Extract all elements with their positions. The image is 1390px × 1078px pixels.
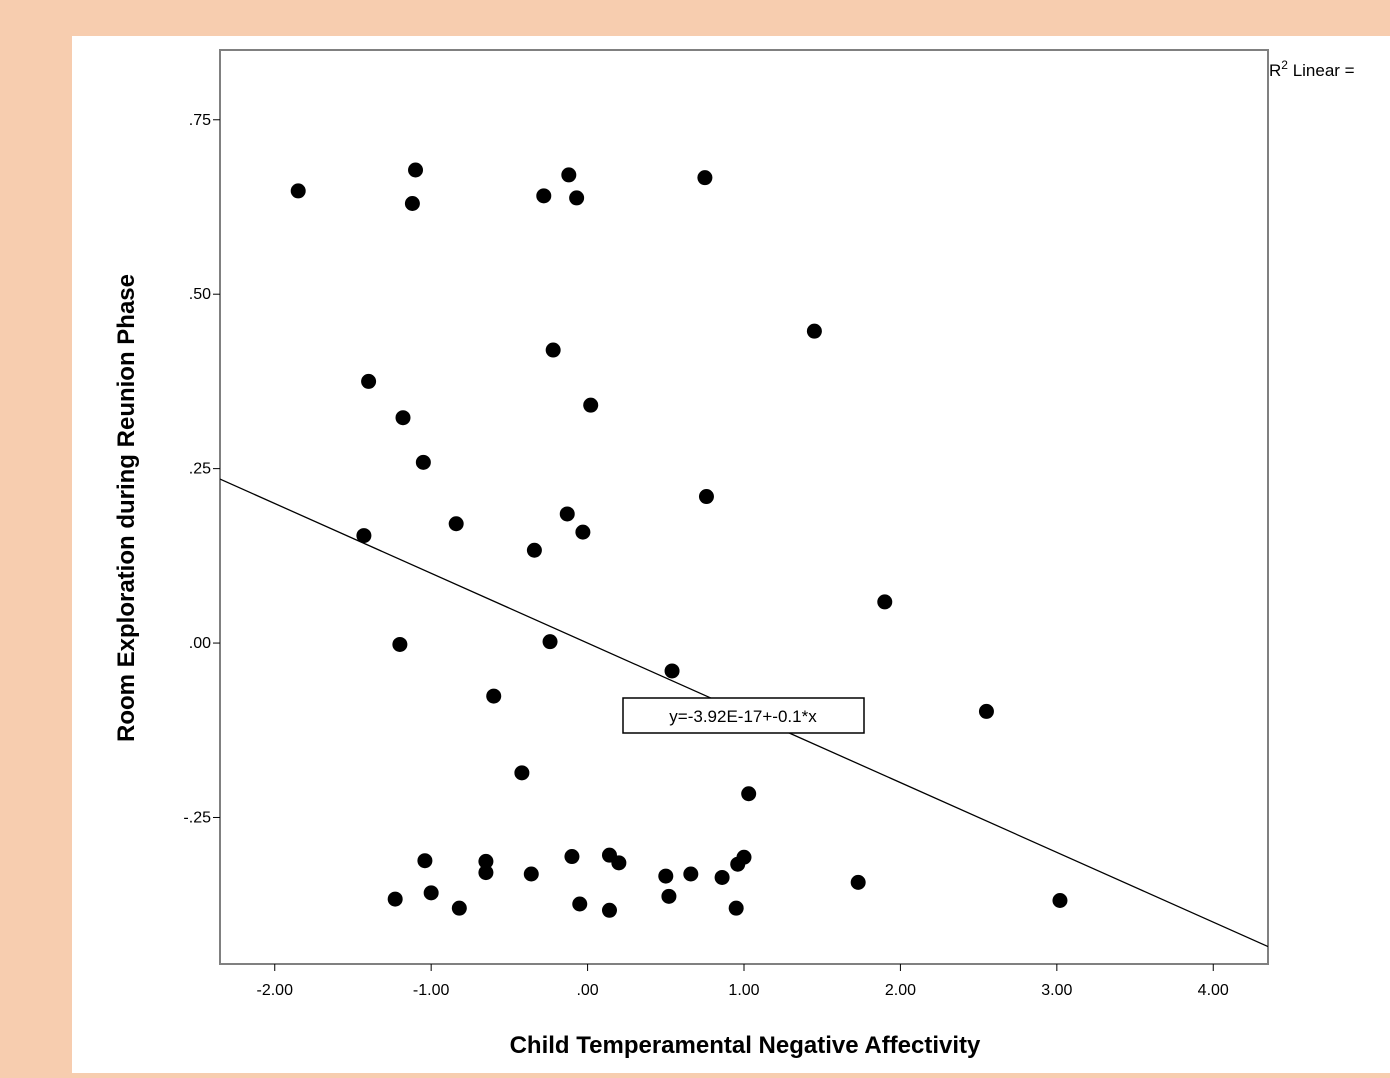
data-point bbox=[486, 688, 502, 704]
data-point bbox=[514, 765, 530, 781]
y-tick-label: .00 bbox=[189, 635, 211, 652]
data-point bbox=[664, 663, 680, 679]
fit-equation-box: y=-3.92E-17+-0.1*x bbox=[622, 697, 865, 734]
data-point bbox=[583, 397, 599, 413]
data-point bbox=[542, 634, 558, 650]
data-point bbox=[408, 162, 424, 178]
fit-equation-label: y=-3.92E-17+-0.1*x bbox=[669, 707, 817, 726]
scatter-plot: -2.00 -1.00 .00 1.00 2.00 3.00 4.00 -.25 .00 .25.… bbox=[113, 49, 1355, 1059]
x-tick-label: -2.00 bbox=[257, 982, 294, 999]
plot-area-frame bbox=[219, 49, 1269, 965]
y-tick-label: -.25 bbox=[183, 809, 211, 826]
data-point bbox=[423, 885, 439, 901]
data-point bbox=[448, 516, 464, 532]
data-point bbox=[545, 342, 561, 358]
y-axis-title: Room Exploration during Reunion Phase bbox=[113, 274, 140, 742]
data-point bbox=[698, 489, 714, 505]
data-point bbox=[978, 703, 994, 719]
x-tick-label: 2.00 bbox=[885, 982, 916, 999]
data-point bbox=[361, 373, 377, 389]
data-point bbox=[564, 849, 580, 865]
data-point bbox=[526, 542, 542, 558]
x-tick-label: 3.00 bbox=[1041, 982, 1072, 999]
data-point bbox=[417, 853, 433, 869]
data-point bbox=[572, 896, 588, 912]
data-point bbox=[697, 170, 713, 186]
data-point bbox=[728, 900, 744, 916]
x-axis-title: Child Temperamental Negative Affectivity bbox=[510, 1032, 981, 1059]
x-tick-label: 4.00 bbox=[1198, 982, 1229, 999]
data-point bbox=[387, 891, 403, 907]
chart-panel: -2.00 -1.00 .00 1.00 2.00 3.00 4.00 -.25 .00 .25.… bbox=[72, 36, 1390, 1073]
data-point bbox=[478, 853, 494, 869]
data-point bbox=[451, 900, 467, 916]
data-point bbox=[683, 866, 699, 882]
y-tick-label: .75 bbox=[189, 112, 211, 129]
x-tick-label: -1.00 bbox=[413, 982, 450, 999]
data-point bbox=[559, 506, 575, 522]
data-point bbox=[561, 167, 577, 183]
data-point bbox=[806, 323, 822, 339]
data-point bbox=[478, 865, 494, 881]
data-point bbox=[536, 188, 552, 204]
data-point bbox=[415, 454, 431, 470]
data-point bbox=[741, 786, 757, 802]
data-point bbox=[714, 869, 730, 885]
data-point bbox=[569, 190, 585, 206]
data-point bbox=[850, 874, 866, 890]
data-point bbox=[404, 195, 420, 211]
y-tick-label: .50 bbox=[189, 286, 211, 303]
data-point bbox=[392, 636, 408, 652]
data-point bbox=[658, 868, 674, 884]
data-point bbox=[395, 410, 411, 426]
data-point bbox=[601, 902, 617, 918]
data-point bbox=[730, 856, 746, 872]
y-tick-label: .25 bbox=[189, 461, 211, 478]
x-tick-label: .00 bbox=[576, 982, 598, 999]
data-point bbox=[611, 855, 627, 871]
data-point bbox=[661, 888, 677, 904]
data-point bbox=[575, 524, 591, 540]
data-point bbox=[290, 183, 306, 199]
r2-linear-label: R2 Linear = bbox=[1269, 58, 1355, 80]
data-point bbox=[1052, 893, 1068, 909]
data-point bbox=[356, 528, 372, 544]
x-tick-label: 1.00 bbox=[728, 982, 759, 999]
data-point bbox=[877, 594, 893, 610]
data-point bbox=[523, 866, 539, 882]
